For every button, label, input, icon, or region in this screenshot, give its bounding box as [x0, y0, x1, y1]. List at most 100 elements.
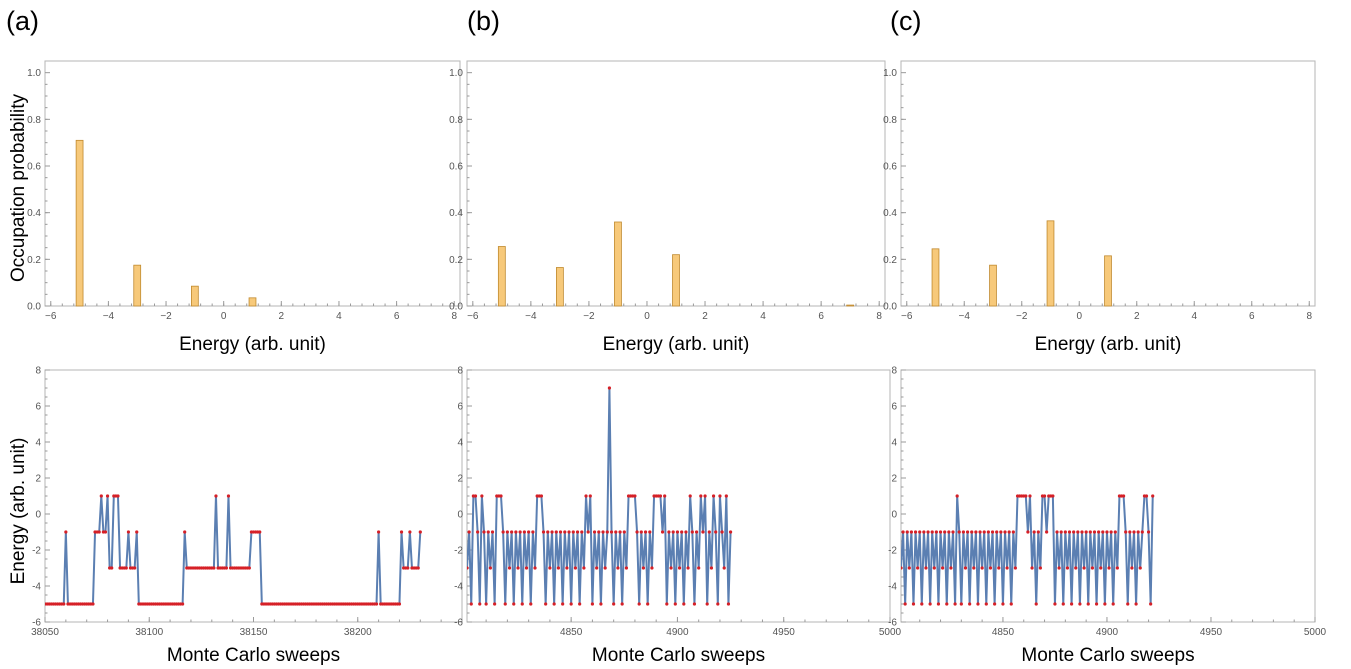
y-tick-label: -4 — [454, 582, 463, 593]
data-point — [1113, 530, 1117, 534]
y-tick-label: 0.4 — [27, 208, 41, 219]
data-point — [692, 602, 697, 606]
data-point — [226, 494, 231, 498]
data-point — [478, 602, 482, 606]
panel-b-top: 0.0 0.2 0.4 0.6 0.8 1.0 −6 −4 −2 0 2 4 6 8 Energy (arb… — [449, 60, 886, 355]
bar — [133, 264, 142, 307]
x-tick-label: 4950 — [1200, 627, 1223, 638]
y-tick-label: 0.8 — [449, 115, 463, 126]
x-tick-label: 4900 — [1096, 627, 1119, 638]
data-point — [418, 530, 422, 534]
data-point — [565, 566, 569, 570]
data-point — [561, 602, 565, 606]
data-point — [597, 530, 601, 534]
data-point — [1097, 530, 1101, 534]
data-point — [976, 602, 980, 606]
data-point — [911, 602, 916, 606]
data-point — [637, 602, 641, 606]
x-tick-label: 4850 — [560, 627, 583, 638]
data-point — [648, 530, 652, 534]
data-point — [556, 566, 561, 570]
x-tick-label: −6 — [901, 311, 913, 322]
data-point — [609, 530, 614, 534]
panel-c-bottom: -6 -4 -2 0 2 4 6 8 4850 4900 4950 5000 Monte Carlo s… — [888, 366, 1326, 667]
data-point — [699, 494, 703, 498]
data-point — [567, 530, 571, 534]
plot-frame — [44, 60, 461, 307]
panel-label-b: (b) — [467, 6, 500, 36]
data-point — [1134, 602, 1138, 606]
y-tick-label: -6 — [888, 618, 897, 629]
data-point — [1034, 602, 1038, 606]
bar — [191, 285, 199, 307]
data-point — [945, 602, 949, 606]
data-point — [501, 530, 505, 534]
data-point — [490, 530, 495, 534]
x-tick-label: 38100 — [135, 627, 163, 638]
x-tick-label: −2 — [583, 311, 595, 322]
data-point — [1086, 602, 1090, 606]
data-point — [728, 530, 733, 534]
bar — [989, 264, 997, 307]
top-row-ylabel: Occupation probability — [8, 94, 29, 282]
data-point — [1053, 602, 1057, 606]
data-point — [1036, 530, 1040, 534]
data-point — [720, 530, 724, 534]
data-point — [1009, 602, 1013, 606]
data-point — [995, 530, 999, 534]
data-point — [980, 566, 984, 570]
x-tick-label: −2 — [1016, 311, 1028, 322]
data-point — [1144, 494, 1149, 498]
x-axis-title: Energy (arb. unit) — [603, 334, 750, 355]
x-tick-label: 38050 — [31, 627, 59, 638]
data-point — [924, 566, 928, 570]
data-point — [907, 566, 911, 570]
data-point — [1055, 530, 1059, 534]
data-point — [901, 566, 903, 570]
data-point — [99, 494, 103, 498]
data-point — [533, 566, 537, 570]
series-group — [467, 386, 733, 606]
y-tick-label: 0.2 — [449, 255, 463, 266]
x-tick-label: 8 — [451, 311, 457, 322]
data-point — [1076, 530, 1080, 534]
data-point — [658, 494, 663, 498]
y-tick-label: 8 — [35, 366, 41, 377]
x-tick-label: −4 — [103, 311, 115, 322]
panel-label-a: (a) — [6, 6, 39, 36]
data-point — [554, 530, 558, 534]
y-tick-label: 2 — [891, 474, 897, 485]
data-point — [488, 566, 492, 570]
data-point — [974, 530, 978, 534]
x-tick-label: 5000 — [879, 627, 902, 638]
data-point — [988, 566, 993, 570]
data-point — [399, 530, 404, 534]
data-point — [116, 494, 120, 498]
data-point — [586, 530, 590, 534]
data-point — [1007, 530, 1011, 534]
data-point — [646, 602, 650, 606]
data-point — [612, 602, 616, 606]
data-point — [580, 530, 584, 534]
x-tick-label: 38150 — [240, 627, 268, 638]
y-tick-label: 2 — [457, 474, 463, 485]
data-point — [1090, 566, 1094, 570]
y-tick-label: 0 — [35, 510, 41, 521]
data-point — [563, 530, 567, 534]
data-point — [595, 566, 599, 570]
x-axis-title: Energy (arb. unit) — [179, 334, 326, 355]
data-point — [416, 566, 420, 570]
y-tick-label: 0.2 — [883, 255, 897, 266]
data-point — [1030, 566, 1034, 570]
y-tick-label: 4 — [35, 438, 41, 449]
data-point — [1082, 566, 1086, 570]
data-point — [484, 602, 488, 606]
data-point — [1128, 530, 1132, 534]
data-point — [550, 530, 554, 534]
data-point — [1136, 530, 1140, 534]
data-point — [467, 530, 471, 534]
data-point — [1126, 602, 1130, 606]
data-point — [124, 566, 128, 570]
data-point — [482, 530, 486, 534]
data-point — [1032, 530, 1036, 534]
